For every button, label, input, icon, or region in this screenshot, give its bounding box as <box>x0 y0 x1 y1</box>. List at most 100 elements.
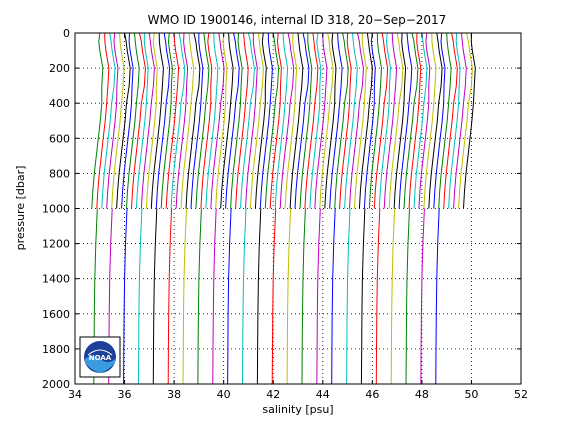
y-tick-label: 600 <box>49 132 70 145</box>
profile-line-shallow <box>259 32 273 209</box>
profile-line-shallow <box>269 32 282 209</box>
profile-line-shallow <box>354 32 367 209</box>
profile-line-shallow <box>106 32 119 209</box>
profile-line-shallow <box>131 32 146 209</box>
profile-line-shallow <box>145 32 158 209</box>
profile-line-shallow <box>304 32 319 209</box>
profile-line-shallow <box>249 32 264 209</box>
x-tick-label: 36 <box>118 388 132 401</box>
profile-line-shallow <box>195 32 210 209</box>
profile-line-deep <box>137 208 143 385</box>
ticks: 34 36 38 40 42 44 46 48 50 52 0 200 400 600 800 1000 120… <box>42 27 528 401</box>
profile-line-shallow <box>309 32 322 209</box>
profile-line-shallow <box>383 32 398 209</box>
profile-line-shallow <box>413 32 428 209</box>
profile-line-deep <box>346 208 351 385</box>
profile-line-deep <box>286 208 292 385</box>
profile-line-deep <box>331 208 336 385</box>
profile-line-shallow <box>393 32 407 209</box>
profile-line-shallow <box>150 32 164 209</box>
profile-line-deep <box>227 208 232 385</box>
profile-line-shallow <box>175 32 189 209</box>
profile-line-shallow <box>215 32 228 209</box>
profile-line-shallow <box>358 32 373 209</box>
profile-line-shallow <box>279 32 295 209</box>
profile-line-deep <box>167 208 173 385</box>
profile-line-shallow <box>230 32 243 209</box>
profile-line-shallow <box>245 32 258 209</box>
profile-line-shallow <box>403 32 419 209</box>
profile-line-shallow <box>438 32 452 209</box>
profile-line-shallow <box>373 32 389 209</box>
profile-line-shallow <box>319 32 334 209</box>
profile-line-shallow <box>398 32 413 209</box>
profile-line-shallow <box>349 32 364 209</box>
y-tick-label: 2000 <box>42 378 70 391</box>
profile-line-deep <box>360 208 366 385</box>
x-tick-label: 42 <box>266 388 280 401</box>
profile-line-shallow <box>289 32 304 209</box>
x-tick-label: 52 <box>514 388 528 401</box>
profile-line-shallow <box>408 32 422 209</box>
y-tick-label: 1200 <box>42 238 70 251</box>
profile-line-shallow <box>314 32 328 209</box>
profile-line-deep <box>197 208 202 385</box>
profile-line-deep <box>435 208 440 385</box>
profile-line-shallow <box>240 32 255 209</box>
profile-line-shallow <box>190 32 204 209</box>
profile-line-deep <box>420 208 425 385</box>
profile-line-shallow <box>140 32 155 209</box>
x-tick-label: 38 <box>167 388 181 401</box>
profile-line-deep <box>152 208 158 385</box>
profile-line-shallow <box>363 32 376 209</box>
profile-line-shallow <box>463 32 476 209</box>
y-tick-label: 800 <box>49 167 70 180</box>
x-axis-label: salinity [psu] <box>262 403 333 416</box>
logo-text: NOAA <box>89 354 112 362</box>
y-tick-label: 1000 <box>42 203 70 216</box>
profile-line-shallow <box>225 32 240 209</box>
y-tick-label: 1600 <box>42 308 70 321</box>
profile-line-shallow <box>116 32 131 209</box>
x-tick-label: 48 <box>415 388 429 401</box>
profile-line-shallow <box>160 32 173 209</box>
profile-line-shallow <box>210 32 225 209</box>
profile-line-shallow <box>101 32 116 209</box>
profile-line-shallow <box>453 32 467 209</box>
noaa-logo: NOAA <box>79 336 121 378</box>
profile-line-shallow <box>443 32 458 209</box>
profile-line-shallow <box>378 32 392 209</box>
x-tick-label: 46 <box>365 388 379 401</box>
profile-line-shallow <box>329 32 343 209</box>
y-axis-label: pressure [dbar] <box>14 166 27 251</box>
profile-line-shallow <box>254 32 267 209</box>
profile-line-shallow <box>205 32 219 209</box>
profile-line-shallow <box>418 32 431 209</box>
profile-line-shallow <box>433 32 446 209</box>
profile-line-shallow <box>339 32 352 209</box>
profile-line-shallow <box>91 32 104 209</box>
y-tick-label: 400 <box>49 97 70 110</box>
profile-line-shallow <box>448 32 461 209</box>
profile-line-shallow <box>185 32 201 209</box>
profile-line-shallow <box>324 32 337 209</box>
x-tick-label: 50 <box>464 388 478 401</box>
profile-line-shallow <box>428 32 443 209</box>
grid <box>75 33 521 384</box>
profile-line-shallow <box>423 32 437 209</box>
plot-area <box>75 33 521 384</box>
profile-line-deep <box>212 208 217 385</box>
profile-line-deep <box>182 208 187 385</box>
profile-line-shallow <box>180 32 195 209</box>
profile-line-shallow <box>458 32 473 209</box>
profile-line-shallow <box>388 32 404 209</box>
y-tick-label: 200 <box>49 62 70 75</box>
y-tick-label: 1800 <box>42 343 70 356</box>
profile-line-deep <box>375 208 381 385</box>
profile-line-shallow <box>170 32 186 209</box>
profile-line-shallow <box>200 32 213 209</box>
profile-line-shallow <box>299 32 313 209</box>
profile-line-deep <box>256 208 262 385</box>
profile-line-shallow <box>165 32 180 209</box>
